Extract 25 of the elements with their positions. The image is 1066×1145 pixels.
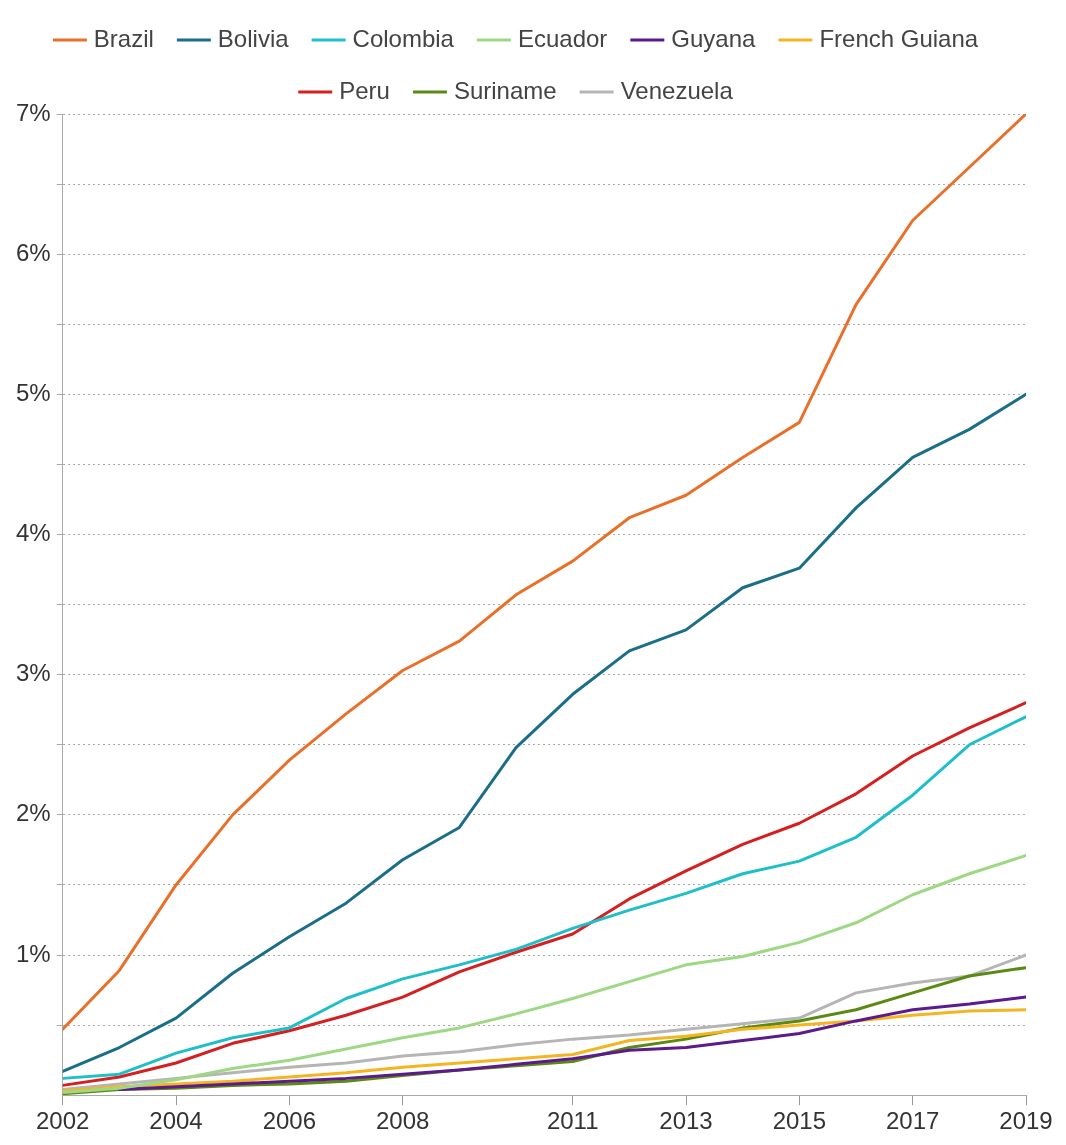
- legend-label: Ecuador: [517, 24, 608, 52]
- y-tick-label: 3%: [16, 659, 51, 687]
- legend-label: Venezuela: [620, 76, 734, 104]
- y-tick-label: 5%: [16, 378, 51, 406]
- legend-label: French Guiana: [819, 24, 979, 52]
- y-tick-label: 2%: [16, 799, 51, 827]
- x-tick-label: 2011: [546, 1107, 599, 1135]
- y-tick-label: 1%: [16, 939, 51, 967]
- legend-label: Colombia: [352, 24, 455, 52]
- x-tick-label: 2004: [149, 1107, 203, 1135]
- x-tick-label: 2008: [375, 1107, 430, 1135]
- x-tick-label: 2006: [262, 1107, 317, 1135]
- legend-label: Guyana: [671, 24, 757, 52]
- x-tick-label: 2002: [35, 1107, 90, 1135]
- legend-label: Suriname: [453, 76, 557, 104]
- x-tick-label: 2015: [772, 1107, 827, 1135]
- legend-label: Peru: [339, 76, 390, 104]
- y-tick-label: 6%: [16, 238, 51, 266]
- x-tick-label: 2017: [885, 1107, 940, 1135]
- legend-label: Bolivia: [217, 24, 290, 52]
- y-tick-label: 4%: [16, 519, 51, 547]
- x-tick-label: 2013: [659, 1107, 713, 1135]
- x-tick-label: 2019: [999, 1107, 1053, 1135]
- legend-label: Brazil: [93, 24, 154, 52]
- y-tick-label: 7%: [16, 98, 51, 126]
